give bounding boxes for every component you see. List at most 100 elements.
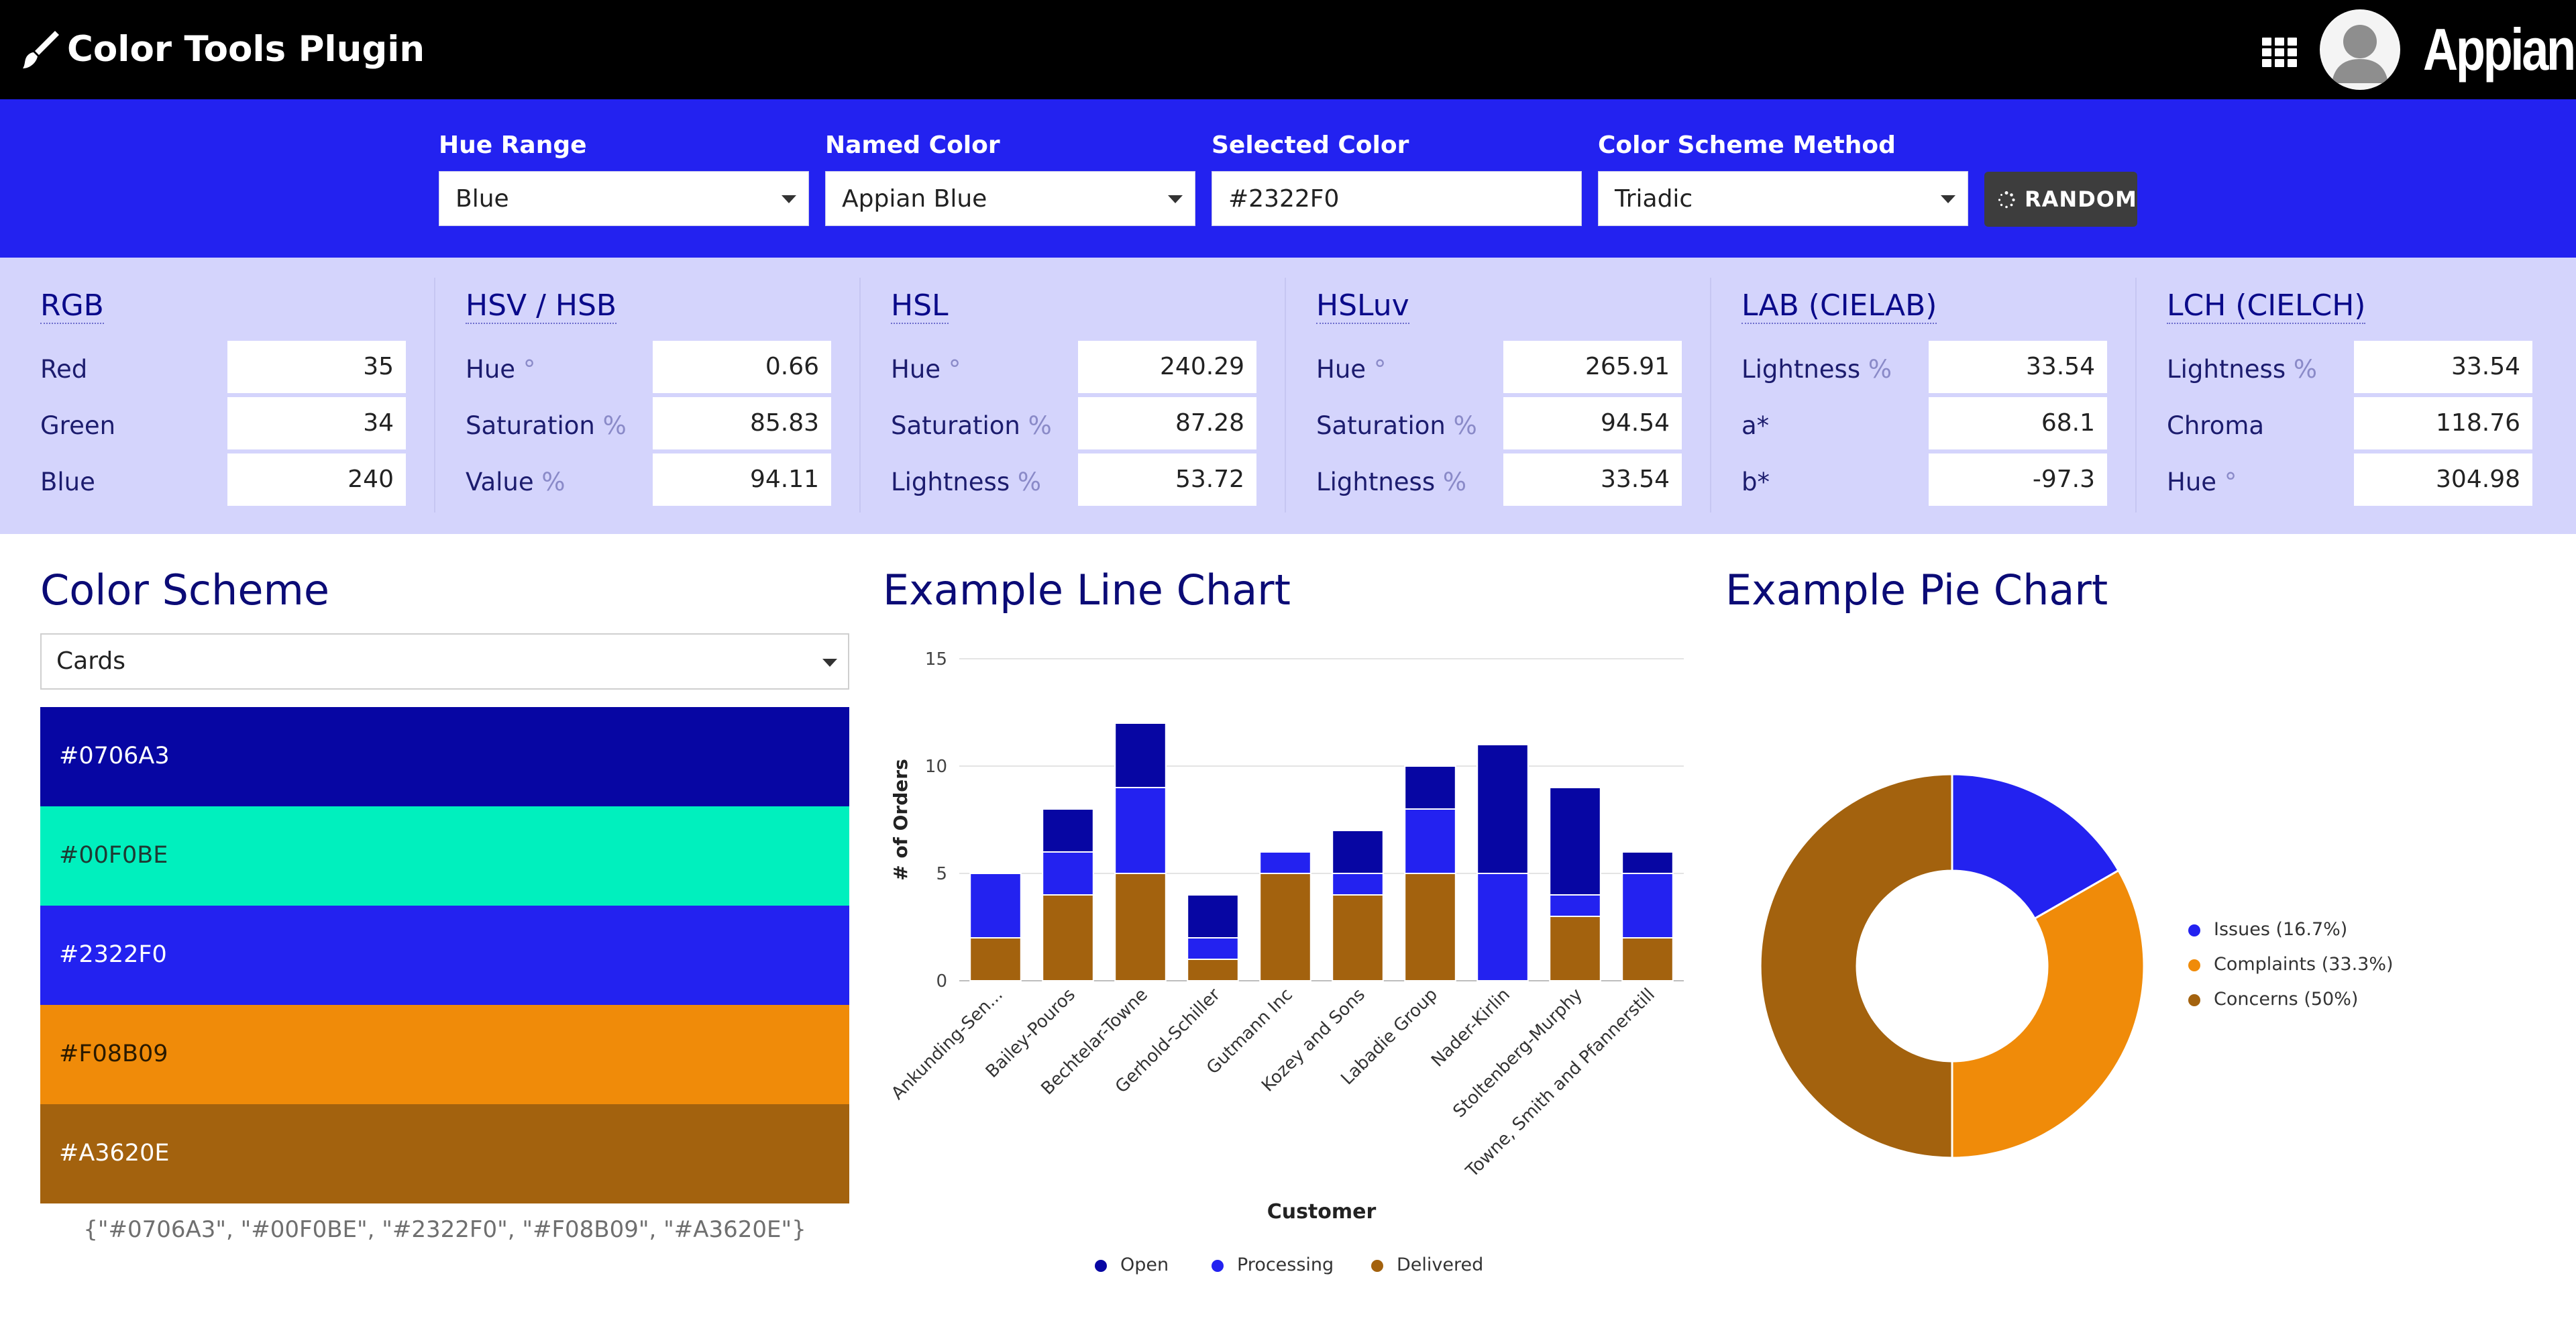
value-text: 53.72 bbox=[1175, 466, 1244, 493]
bar-segment bbox=[1404, 873, 1456, 981]
divider bbox=[2135, 278, 2137, 513]
hsl-group: HSL Hue ° 240.29 Saturation % 87.28 Lightn… bbox=[851, 258, 1276, 534]
value-label: Saturation bbox=[466, 411, 595, 440]
bar-segment bbox=[1621, 937, 1674, 981]
legend-label: Processing bbox=[1237, 1254, 1334, 1275]
bar-segment bbox=[1187, 894, 1239, 938]
user-avatar-icon[interactable] bbox=[2320, 9, 2400, 90]
bar-segment bbox=[1042, 894, 1094, 981]
value-text: 118.76 bbox=[2436, 409, 2520, 437]
swatch-card[interactable]: #0706A3 bbox=[40, 707, 849, 806]
swatch-card[interactable]: #2322F0 bbox=[40, 906, 849, 1005]
value-unit: ° bbox=[2224, 468, 2237, 496]
value-field[interactable]: 53.72 bbox=[1078, 453, 1256, 506]
value-field[interactable]: -97.3 bbox=[1929, 453, 2107, 506]
swatch-card[interactable]: #F08B09 bbox=[40, 1005, 849, 1104]
legend-swatch bbox=[1371, 1260, 1383, 1272]
value-field[interactable]: 68.1 bbox=[1929, 397, 2107, 449]
value-field[interactable]: 304.98 bbox=[2354, 453, 2532, 506]
top-bar: Color Tools Plugin Appian bbox=[0, 0, 2576, 99]
appian-logo[interactable]: Appian bbox=[2423, 16, 2576, 83]
value-text: 94.54 bbox=[1600, 409, 1670, 437]
value-field[interactable]: 33.54 bbox=[1503, 453, 1682, 506]
value-field[interactable]: 87.28 bbox=[1078, 397, 1256, 449]
scheme-display-dropdown[interactable]: Cards bbox=[40, 633, 849, 690]
value-field[interactable]: 240 bbox=[227, 453, 406, 506]
group-title[interactable]: LCH (CIELCH) bbox=[2167, 288, 2366, 324]
value-row: Lightness % 33.54 bbox=[2167, 341, 2532, 393]
bar-segment bbox=[1477, 873, 1529, 981]
scheme-method-dropdown[interactable]: Triadic bbox=[1598, 171, 1968, 226]
spinner-icon bbox=[1998, 191, 2015, 209]
value-field[interactable]: 34 bbox=[227, 397, 406, 449]
legend-label: Open bbox=[1120, 1254, 1169, 1275]
hue-range-value: Blue bbox=[455, 185, 509, 213]
value-text: 304.98 bbox=[2436, 466, 2520, 493]
value-row: Value % 94.11 bbox=[466, 453, 831, 506]
value-unit: ° bbox=[523, 355, 536, 384]
value-unit: % bbox=[602, 411, 627, 440]
value-row: a* 68.1 bbox=[1741, 397, 2107, 449]
value-row: Lightness % 33.54 bbox=[1316, 453, 1682, 506]
group-title[interactable]: HSLuv bbox=[1316, 288, 1409, 324]
value-field[interactable]: 35 bbox=[227, 341, 406, 393]
value-label: a* bbox=[1741, 411, 1770, 440]
value-field[interactable]: 265.91 bbox=[1503, 341, 1682, 393]
value-label: Lightness bbox=[1741, 355, 1861, 384]
value-label: Hue bbox=[466, 355, 516, 384]
group-title[interactable]: RGB bbox=[40, 288, 104, 324]
legend-swatch bbox=[2188, 994, 2200, 1006]
legend-label: Delivered bbox=[1397, 1254, 1484, 1275]
bar-segment bbox=[1114, 873, 1167, 981]
group-title[interactable]: LAB (CIELAB) bbox=[1741, 288, 1937, 324]
value-field[interactable]: 240.29 bbox=[1078, 341, 1256, 393]
value-unit: % bbox=[1017, 468, 1042, 496]
app-grid-icon[interactable] bbox=[2262, 38, 2297, 67]
value-field[interactable]: 94.11 bbox=[653, 453, 831, 506]
swatch-card[interactable]: #00F0BE bbox=[40, 806, 849, 906]
bar-segment bbox=[969, 937, 1022, 981]
value-unit: % bbox=[1868, 355, 1892, 384]
legend-swatch bbox=[2188, 959, 2200, 971]
hue-range-label: Hue Range bbox=[439, 131, 587, 159]
value-text: 265.91 bbox=[1585, 353, 1670, 380]
swatch-label: #F08B09 bbox=[59, 1040, 168, 1067]
value-field[interactable]: 33.54 bbox=[1929, 341, 2107, 393]
selected-color-input[interactable]: #2322F0 bbox=[1212, 171, 1582, 226]
value-row: Hue ° 0.66 bbox=[466, 341, 831, 393]
swatch-card[interactable]: #A3620E bbox=[40, 1104, 849, 1203]
group-title[interactable]: HSV / HSB bbox=[466, 288, 617, 324]
value-text: 33.54 bbox=[2025, 353, 2095, 380]
value-field[interactable]: 0.66 bbox=[653, 341, 831, 393]
value-text: 35 bbox=[363, 353, 394, 380]
selected-color-label: Selected Color bbox=[1212, 131, 1409, 159]
random-button[interactable]: RANDOM bbox=[1984, 172, 2137, 227]
scheme-array-text: {"#0706A3", "#00F0BE", "#2322F0", "#F08B… bbox=[83, 1216, 806, 1243]
value-label: Lightness bbox=[891, 468, 1010, 496]
value-field[interactable]: 33.54 bbox=[2354, 341, 2532, 393]
value-text: 87.28 bbox=[1175, 409, 1244, 437]
value-label: Green bbox=[40, 411, 116, 440]
rgb-group: RGB Red 35 Green 34 Blue 240 bbox=[0, 258, 425, 534]
value-text: 85.83 bbox=[749, 409, 819, 437]
chevron-down-icon bbox=[822, 659, 837, 667]
value-unit: % bbox=[2293, 355, 2318, 384]
x-tick-label: Stoltenberg-Murphy bbox=[1450, 985, 1587, 1122]
swatch-label: #A3620E bbox=[59, 1140, 170, 1167]
bar-segment bbox=[1042, 851, 1094, 896]
value-field[interactable]: 118.76 bbox=[2354, 397, 2532, 449]
hue-range-dropdown[interactable]: Blue bbox=[439, 171, 809, 226]
legend-swatch bbox=[1095, 1260, 1107, 1272]
value-field[interactable]: 85.83 bbox=[653, 397, 831, 449]
value-row: Saturation % 94.54 bbox=[1316, 397, 1682, 449]
group-title[interactable]: HSL bbox=[891, 288, 949, 324]
selected-color-value: #2322F0 bbox=[1228, 185, 1340, 213]
value-label: Saturation bbox=[891, 411, 1020, 440]
value-row: Green 34 bbox=[40, 397, 406, 449]
value-unit: ° bbox=[948, 355, 961, 384]
value-text: -97.3 bbox=[2032, 466, 2095, 493]
bar-segment bbox=[1332, 894, 1384, 981]
value-field[interactable]: 94.54 bbox=[1503, 397, 1682, 449]
value-label: Hue bbox=[891, 355, 941, 384]
named-color-dropdown[interactable]: Appian Blue bbox=[825, 171, 1195, 226]
